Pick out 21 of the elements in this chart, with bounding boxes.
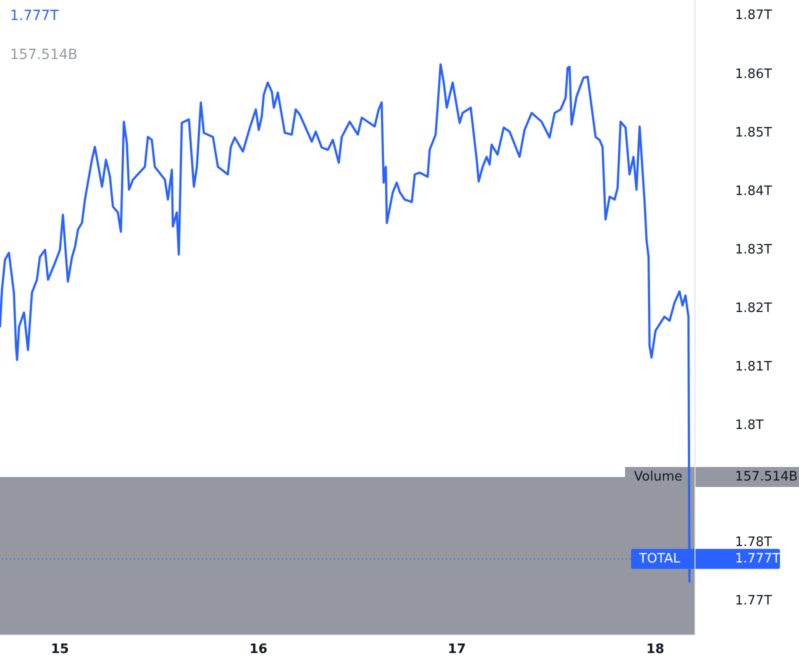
y-tick-label: 1.86T xyxy=(735,66,772,82)
x-tick-label: 17 xyxy=(448,642,466,658)
text: 1.777T xyxy=(735,551,780,566)
annotation: 1.777T xyxy=(10,7,59,25)
y-tick-label: 1.87T xyxy=(735,8,772,24)
x-tick-label: 15 xyxy=(50,642,69,658)
y-tick-label: 1.83T xyxy=(735,242,772,258)
text: 157.514B xyxy=(735,469,798,484)
y-tick-label: 1.85T xyxy=(735,125,772,140)
annotation: 157.514B xyxy=(10,46,78,64)
y-tick-label: 1.81T xyxy=(735,359,772,374)
y-tick-label: 1.82T xyxy=(735,300,772,316)
band-label: Volume xyxy=(634,469,682,484)
series-label: TOTAL xyxy=(638,551,681,566)
y-tick-label: 1.8T xyxy=(735,418,764,433)
y-tick-label: 1.84T xyxy=(735,184,772,199)
y-tick-label: 1.78T xyxy=(735,534,772,550)
line-series xyxy=(0,63,691,583)
x-tick-label: 18 xyxy=(646,642,664,658)
y-tick-label: 1.77T xyxy=(735,594,772,608)
x-tick-label: 16 xyxy=(249,642,268,658)
